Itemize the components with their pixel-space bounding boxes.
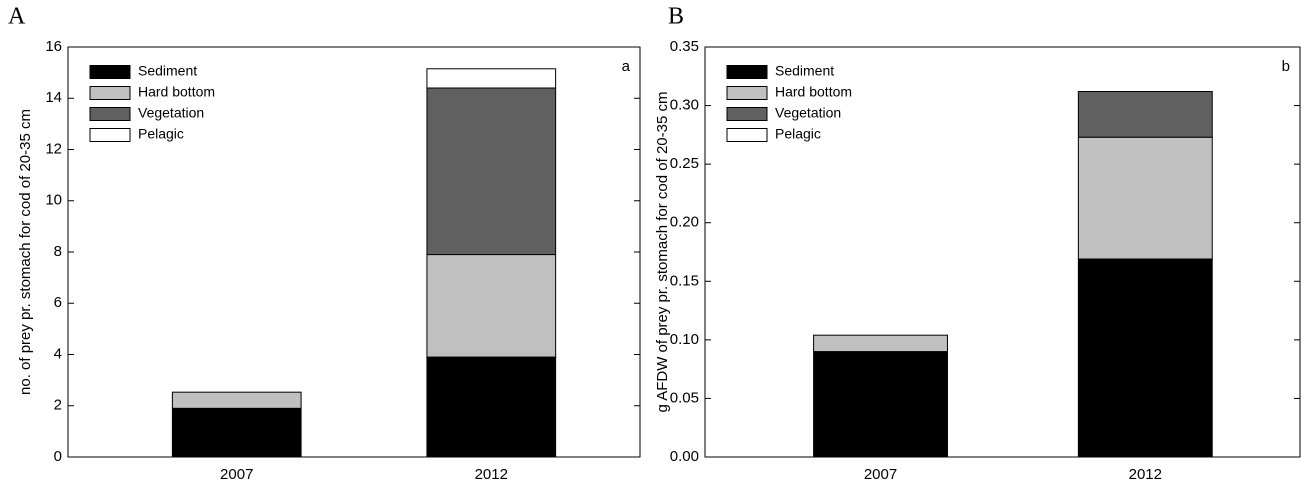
y-axis-label: no. of prey pr. stomach for cod of 20-35… <box>17 109 34 395</box>
legend-swatch <box>89 107 131 121</box>
legend-label: Pelagic <box>775 126 821 142</box>
bar-segment <box>813 351 948 458</box>
panel-label: B <box>668 4 684 30</box>
legend-swatch <box>89 86 131 100</box>
y-tick-label: 8 <box>54 243 62 260</box>
plot-frame <box>67 46 641 458</box>
y-tick-label: 0 <box>54 448 62 465</box>
y-tick-label: 6 <box>54 294 62 311</box>
y-tick-label: 0.35 <box>670 38 699 55</box>
bar-segment <box>171 391 302 409</box>
legend-swatch <box>726 86 768 100</box>
x-tick-label: 2007 <box>864 466 897 483</box>
bar-segment <box>171 407 302 458</box>
x-tick-label: 2007 <box>220 466 253 483</box>
y-tick-label: 4 <box>54 345 62 362</box>
y-tick-label: 10 <box>45 192 62 209</box>
legend-label: Vegetation <box>775 105 841 121</box>
bar-segment <box>813 334 948 353</box>
y-axis-label: g AFDW of prey pr. stomach for cod of 20… <box>654 92 671 413</box>
x-tick-label: 2012 <box>475 466 508 483</box>
y-tick-label: 0.30 <box>670 97 699 114</box>
y-tick-label: 2 <box>54 397 62 414</box>
legend-swatch <box>89 128 131 142</box>
y-tick-label: 0.10 <box>670 331 699 348</box>
y-tick-label: 0.15 <box>670 272 699 289</box>
bar-segment <box>1077 136 1213 260</box>
legend-label: Sediment <box>138 63 197 79</box>
legend-swatch <box>726 128 768 142</box>
legend-label: Sediment <box>775 63 834 79</box>
plot-frame <box>704 46 1301 458</box>
bar-segment <box>1077 91 1213 138</box>
panel-label: A <box>8 4 26 30</box>
y-tick-label: 0.05 <box>670 389 699 406</box>
x-tick-label: 2012 <box>1129 466 1162 483</box>
y-tick-label: 16 <box>45 38 62 55</box>
bar-segment <box>426 254 557 358</box>
legend-swatch <box>726 107 768 121</box>
annotation: b <box>1282 58 1290 75</box>
legend-swatch <box>89 65 131 79</box>
bar-segment <box>426 356 557 458</box>
legend-swatch <box>726 65 768 79</box>
bar-segment <box>1077 258 1213 458</box>
legend-label: Hard bottom <box>138 84 215 100</box>
annotation: a <box>622 58 631 75</box>
bar-segment <box>426 87 557 256</box>
y-tick-label: 0.20 <box>670 214 699 231</box>
bar-segment <box>426 68 557 89</box>
y-tick-label: 14 <box>45 89 62 106</box>
legend-label: Pelagic <box>138 126 184 142</box>
legend-label: Vegetation <box>138 105 204 121</box>
y-tick-label: 0.25 <box>670 155 699 172</box>
legend-label: Hard bottom <box>775 84 852 100</box>
y-tick-label: 0.00 <box>670 448 699 465</box>
y-tick-label: 12 <box>45 140 62 157</box>
